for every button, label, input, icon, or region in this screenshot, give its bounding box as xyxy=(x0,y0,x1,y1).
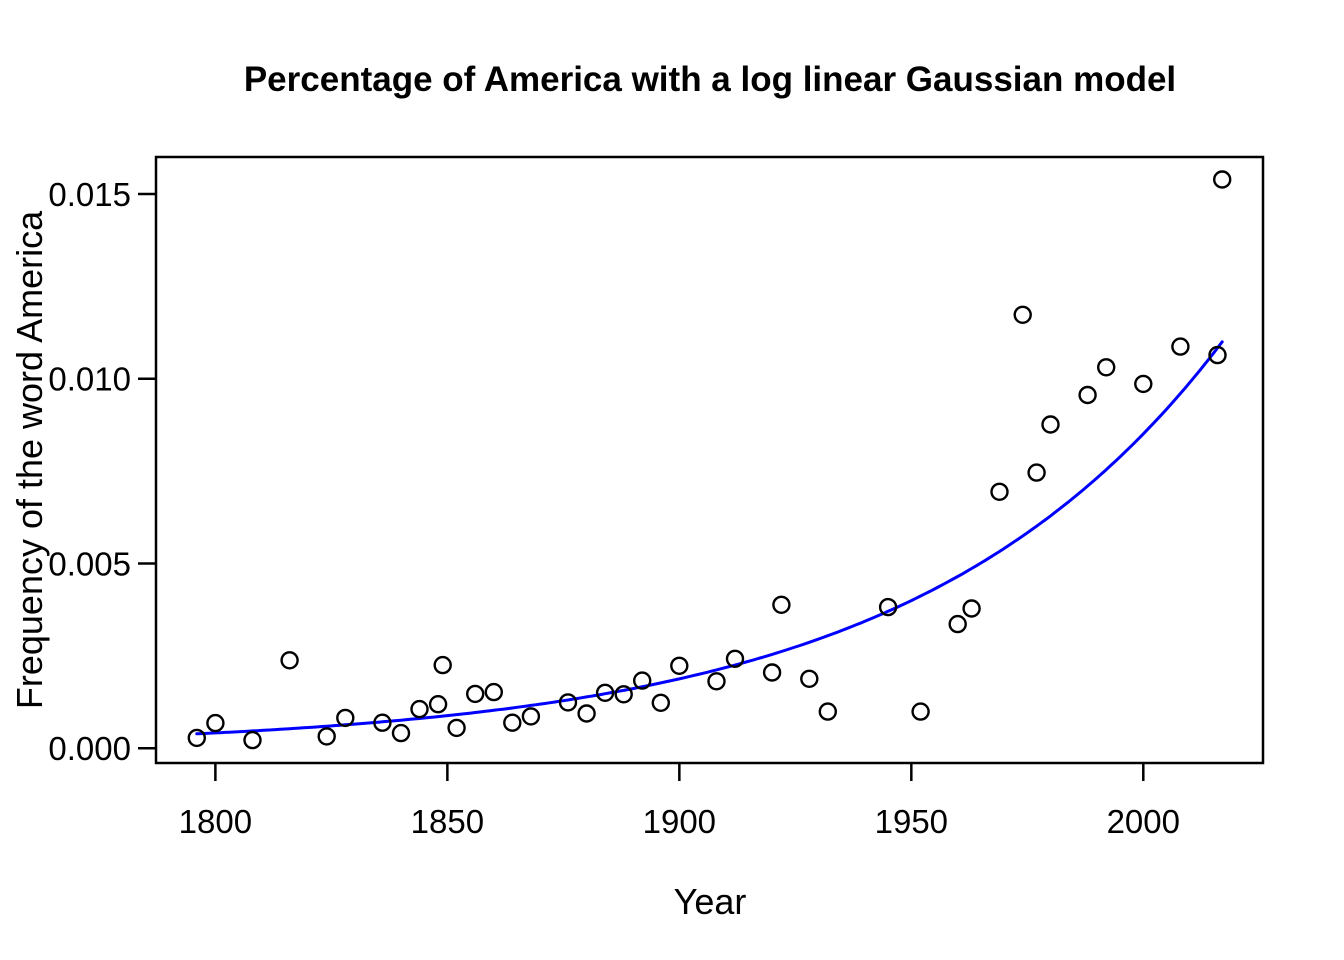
y-tick-label: 0.005 xyxy=(48,545,131,582)
data-point xyxy=(1027,463,1046,482)
data-point xyxy=(707,672,726,691)
y-tick-label: 0.015 xyxy=(48,176,131,213)
data-point xyxy=(990,482,1009,501)
data-point xyxy=(762,663,782,682)
y-tick-label: 0.010 xyxy=(48,361,131,398)
data-point xyxy=(1171,337,1190,356)
data-point xyxy=(433,655,452,675)
x-tick-label: 1850 xyxy=(411,803,484,840)
data-point xyxy=(1041,415,1060,434)
data-point xyxy=(447,718,466,738)
data-point xyxy=(317,727,336,746)
y-axis-label: Frequency of the word America xyxy=(9,210,50,710)
data-point xyxy=(878,597,898,617)
data-point xyxy=(558,693,578,712)
x-tick-label: 1900 xyxy=(643,803,716,840)
data-point xyxy=(206,713,225,733)
data-point xyxy=(391,723,411,743)
data-point xyxy=(410,699,429,719)
data-point xyxy=(800,669,819,688)
data-point xyxy=(336,708,355,728)
data-point xyxy=(725,649,745,668)
data-point xyxy=(962,599,981,618)
data-point xyxy=(373,713,392,732)
data-point xyxy=(503,713,522,732)
data-point xyxy=(577,704,596,723)
data-point xyxy=(466,684,485,704)
data-point xyxy=(651,693,670,712)
data-point xyxy=(818,702,837,721)
data-point xyxy=(1208,345,1227,365)
data-point xyxy=(1212,170,1232,189)
data-point xyxy=(911,702,930,721)
x-tick-label: 1950 xyxy=(875,803,948,840)
data-point xyxy=(614,685,633,704)
data-point xyxy=(633,671,652,690)
data-point xyxy=(428,695,448,714)
x-axis-label: Year xyxy=(673,881,747,922)
data-point xyxy=(1078,385,1097,405)
y-tick-label: 0.000 xyxy=(48,730,131,767)
data-point xyxy=(948,614,967,634)
data-point xyxy=(243,730,262,750)
chart-title: Percentage of America with a log linear … xyxy=(243,60,1177,99)
x-tick-label: 1800 xyxy=(179,803,252,840)
plot-box xyxy=(154,155,1265,765)
data-point xyxy=(670,656,689,675)
data-point xyxy=(521,707,541,726)
data-point xyxy=(772,595,791,614)
data-point xyxy=(280,651,299,670)
data-point xyxy=(595,683,615,702)
data-point xyxy=(484,682,503,702)
fit-curve xyxy=(195,340,1224,736)
data-point xyxy=(187,728,207,748)
data-point xyxy=(1134,374,1153,394)
data-point xyxy=(1096,358,1116,377)
data-point xyxy=(1013,305,1032,324)
x-tick-label: 2000 xyxy=(1107,803,1180,840)
